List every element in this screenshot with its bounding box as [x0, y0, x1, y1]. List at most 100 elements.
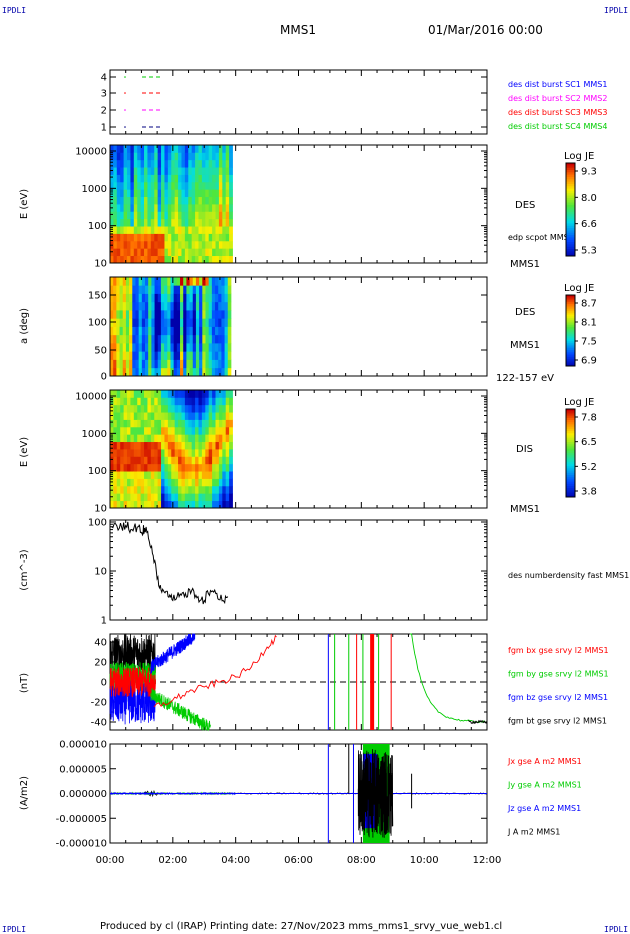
des-energy-cell	[140, 159, 145, 168]
des-pitch-sat: MMS1	[510, 340, 540, 351]
des-pitch-cell	[110, 367, 114, 377]
des-energy-cell	[198, 240, 203, 249]
dis-energy-cell	[147, 390, 152, 398]
des-pitch-cell	[176, 359, 181, 369]
dis-energy-cell	[188, 471, 193, 479]
des-pitch-cell	[195, 351, 200, 360]
dis-energy-cell	[140, 456, 145, 465]
des-pitch-cell	[202, 318, 206, 327]
des-energy-cell	[218, 189, 223, 198]
des-energy-cell	[181, 145, 186, 153]
des-energy-cell	[120, 218, 125, 227]
dis-energy-cell	[157, 500, 162, 509]
des-pitch-cell	[122, 343, 127, 352]
des-pitch-colorbar-step	[566, 302, 575, 305]
dis-energy-cell	[120, 493, 125, 502]
des-energy-cell	[191, 233, 196, 242]
des-pitch-cell	[154, 326, 159, 336]
des-energy-cell	[195, 233, 199, 242]
dis-energy-cell	[154, 485, 159, 494]
des-energy-cell	[184, 255, 189, 264]
des-pitch-cell	[151, 277, 155, 286]
des-energy-colorbar-step	[566, 209, 575, 213]
dis-energy-cell	[195, 397, 199, 406]
des-energy-cell	[130, 240, 135, 249]
dis-energy-cell	[167, 434, 172, 443]
des-pitch-cell	[151, 318, 155, 327]
dis-energy-cell	[178, 390, 182, 398]
des-pitch-cell	[141, 285, 146, 294]
dis-energy-cell	[140, 493, 145, 502]
dis-energy-cell	[178, 463, 182, 472]
des-energy-cell	[144, 145, 148, 153]
des-energy-cell	[174, 167, 179, 175]
des-energy-cell	[191, 189, 196, 198]
des-energy-cell	[154, 204, 159, 212]
field-bx-line	[109, 666, 156, 697]
des-pitch-cell	[173, 343, 178, 352]
des-energy-cell	[229, 152, 233, 161]
dis-energy-cell	[144, 463, 148, 472]
des-energy-cell	[181, 233, 186, 242]
des-pitch-cell	[183, 285, 187, 294]
dis-energy-y-label: E (eV)	[19, 437, 30, 467]
dis-energy-cell	[171, 463, 176, 472]
des-energy-cell	[225, 145, 230, 153]
dis-energy-cell	[147, 426, 152, 435]
time-tick-label: 00:00	[96, 855, 125, 866]
dis-energy-cell	[208, 485, 213, 494]
dis-energy-cell	[181, 485, 186, 494]
des-pitch-cell	[186, 301, 190, 311]
des-energy-cell	[208, 240, 213, 249]
dis-energy-cell	[113, 449, 118, 457]
dis-energy-cell	[191, 404, 196, 413]
dis-energy-cell	[222, 404, 227, 413]
des-energy-colorbar-step	[566, 237, 575, 241]
des-pitch-cell	[167, 326, 171, 336]
des-pitch-cell	[110, 334, 114, 344]
dis-energy-cell	[110, 471, 114, 479]
dis-energy-cell	[215, 419, 220, 428]
des-pitch-cell	[154, 277, 159, 286]
dis-energy-cell	[212, 412, 216, 420]
dis-energy-cell	[144, 493, 148, 502]
dis-energy-cell	[154, 463, 159, 472]
des-energy-cell	[137, 159, 142, 168]
dis-energy-cell	[225, 463, 230, 472]
des-pitch-cell	[173, 318, 178, 327]
des-pitch-cell	[227, 334, 232, 344]
dis-energy-cell	[215, 449, 220, 457]
des-pitch-cell	[116, 359, 120, 369]
des-energy-cell	[218, 145, 223, 153]
des-pitch-cell	[224, 277, 229, 286]
des-energy-cell	[178, 226, 182, 234]
dis-energy-cell	[113, 404, 118, 413]
des-pitch-cell	[154, 310, 159, 319]
dis-energy-cell	[116, 419, 121, 428]
des-energy-cell	[191, 145, 196, 153]
des-pitch-cell	[218, 318, 222, 327]
des-energy-cell	[229, 204, 233, 212]
des-energy-cell	[212, 240, 216, 249]
des-pitch-cell	[199, 293, 203, 303]
corner-label-top-right: IPDLI	[604, 6, 628, 15]
des-pitch-y-label: a (deg)	[19, 308, 30, 344]
des-pitch-cell	[110, 277, 114, 286]
des-energy-cell	[205, 181, 210, 190]
dis-energy-cell	[212, 404, 216, 413]
dis-energy-cell	[195, 441, 199, 450]
avail-marker	[124, 92, 126, 94]
field-by-line	[410, 633, 486, 723]
des-energy-cell	[167, 240, 172, 249]
des-pitch-cell	[164, 367, 168, 377]
des-pitch-cell	[202, 293, 206, 303]
des-pitch-colorbar-step	[566, 319, 575, 323]
dis-energy-cell	[127, 500, 131, 509]
des-pitch-cell	[176, 367, 181, 377]
dis-energy-cell	[225, 441, 230, 450]
field-bx-burst	[370, 634, 375, 730]
des-energy-cell	[181, 152, 186, 161]
des-pitch-cell	[116, 318, 120, 327]
des-pitch-cell	[132, 351, 136, 360]
dis-energy-cell	[181, 419, 186, 428]
